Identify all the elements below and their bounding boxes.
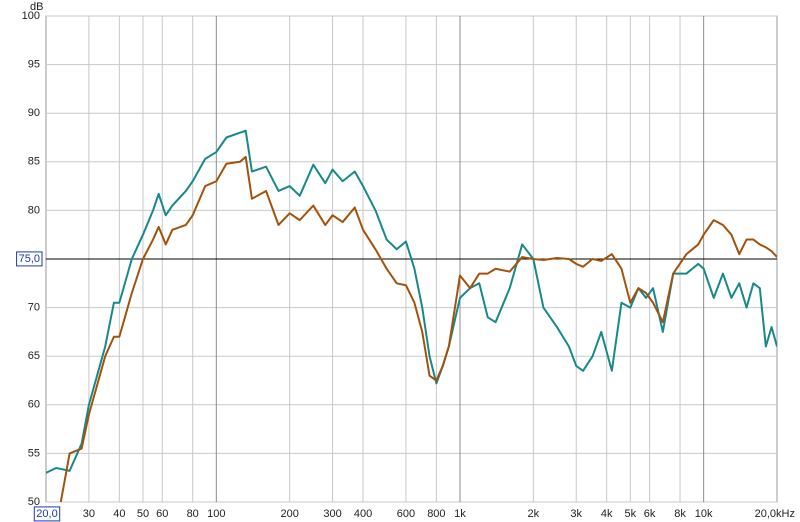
x-tick-label: 300	[323, 508, 341, 520]
series-line	[59, 155, 777, 502]
x-tick-label: 2k	[528, 508, 540, 520]
x-tick-label: 200	[280, 508, 298, 520]
x-tick-label: 4k	[601, 508, 613, 520]
x-tick-label: 20,0	[36, 508, 57, 520]
x-tick-label: 3k	[570, 508, 582, 520]
y-tick-label: 70	[28, 302, 40, 314]
y-tick-label: 65	[28, 350, 40, 362]
y-tick-label: 75,0	[19, 253, 40, 265]
x-tick-label: 20,0kHz	[755, 508, 795, 520]
x-tick-label: 6k	[644, 508, 656, 520]
cursor-label-box	[33, 506, 61, 522]
y-tick-label: 55	[28, 447, 40, 459]
x-tick-label: 5k	[624, 508, 636, 520]
y-tick-label: 60	[28, 399, 40, 411]
x-tick-label: 400	[354, 508, 372, 520]
y-tick-label: 85	[28, 156, 40, 168]
y-unit: dB	[30, 1, 43, 13]
x-tick-label: 80	[187, 508, 199, 520]
x-tick-label: 800	[427, 508, 445, 520]
y-tick-label: 100	[22, 10, 40, 22]
x-tick-label: 100	[207, 508, 225, 520]
x-tick-label: 8k	[674, 508, 686, 520]
cursor-label-box	[16, 251, 43, 267]
x-tick-label: 50	[137, 508, 149, 520]
x-tick-label: 600	[397, 508, 415, 520]
y-tick-label: 50	[28, 496, 40, 508]
y-tick-label: 80	[28, 204, 40, 216]
y-tick-label: 95	[28, 59, 40, 71]
x-tick-label: 30	[83, 508, 95, 520]
x-tick-label: 10k	[695, 508, 713, 520]
y-tick-label: 90	[28, 107, 40, 119]
x-tick-label: 40	[113, 508, 125, 520]
x-tick-label: 60	[156, 508, 168, 520]
x-tick-label: 1k	[454, 508, 466, 520]
